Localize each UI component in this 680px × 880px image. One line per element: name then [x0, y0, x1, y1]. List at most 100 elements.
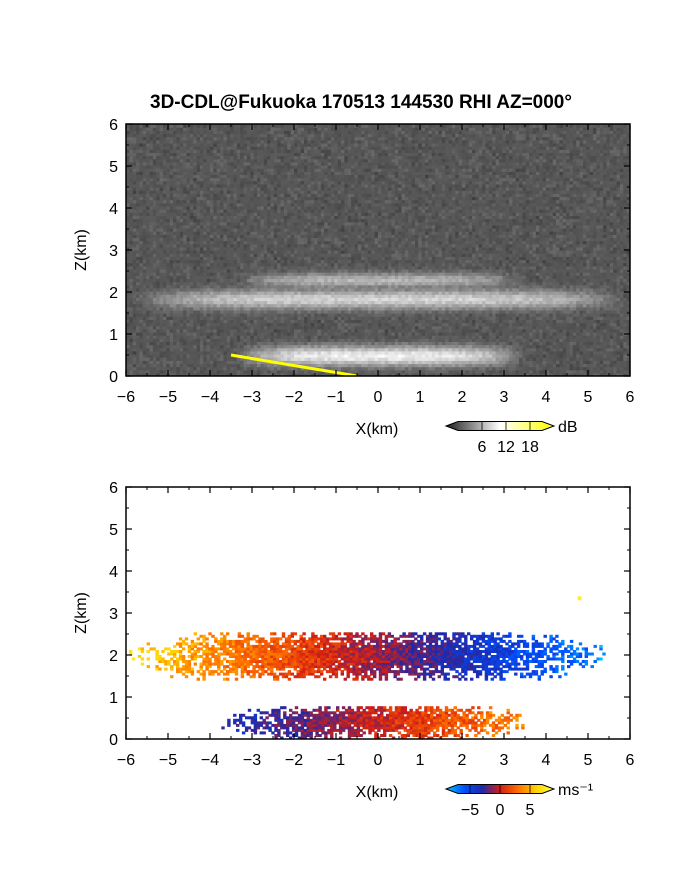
intensity-cell: [260, 284, 265, 289]
intensity-cell: [233, 240, 238, 245]
intensity-cell: [126, 152, 130, 157]
intensity-cell: [277, 196, 282, 201]
intensity-cell: [152, 158, 157, 163]
intensity-cell: [132, 322, 137, 327]
intensity-cell: [183, 338, 188, 342]
intensity-cell: [263, 155, 268, 160]
intensity-cell: [196, 187, 201, 191]
intensity-cell: [230, 306, 235, 311]
intensity-cell: [223, 287, 228, 292]
intensity-cell: [126, 328, 130, 333]
intensity-cell: [226, 180, 231, 185]
intensity-cell: [280, 243, 285, 248]
intensity-cell: [250, 344, 255, 349]
intensity-cell: [163, 363, 167, 368]
intensity-cell: [233, 199, 238, 204]
intensity-cell: [257, 177, 261, 182]
intensity-cell: [189, 133, 194, 138]
intensity-cell: [149, 338, 154, 342]
intensity-cell: [132, 130, 137, 135]
intensity-cell: [189, 363, 194, 368]
intensity-cell: [283, 357, 288, 361]
intensity-cell: [260, 300, 265, 305]
intensity-cell: [132, 243, 137, 248]
intensity-cell: [223, 146, 228, 150]
intensity-cell: [253, 350, 258, 355]
intensity-cell: [126, 224, 130, 229]
intensity-cell: [253, 158, 258, 163]
intensity-cell: [213, 243, 218, 248]
intensity-cell: [236, 209, 241, 213]
intensity-cell: [230, 278, 235, 283]
intensity-cell: [146, 256, 151, 261]
intensity-cell: [250, 190, 255, 194]
intensity-cell: [280, 350, 285, 355]
intensity-cell: [273, 149, 278, 153]
intensity-cell: [152, 124, 157, 128]
intensity-cell: [247, 372, 251, 376]
intensity-cell: [146, 183, 151, 188]
intensity-cell: [280, 202, 285, 207]
intensity-cell: [189, 193, 194, 198]
intensity-cell: [173, 174, 177, 179]
intensity-cell: [220, 152, 225, 157]
intensity-cell: [149, 325, 154, 330]
intensity-cell: [193, 357, 198, 361]
intensity-cell: [163, 187, 167, 191]
intensity-cell: [149, 199, 154, 204]
intensity-cell: [173, 303, 177, 308]
intensity-cell: [226, 149, 231, 153]
intensity-cell: [132, 272, 137, 276]
intensity-cell: [230, 240, 235, 245]
intensity-cell: [206, 278, 211, 283]
intensity-cell: [156, 325, 161, 330]
intensity-cell: [213, 287, 218, 292]
intensity-cell: [236, 300, 241, 305]
intensity-cell: [173, 171, 177, 175]
intensity-cell: [216, 212, 221, 216]
intensity-cell: [203, 275, 208, 279]
intensity-cell: [270, 369, 275, 374]
intensity-cell: [142, 325, 147, 330]
intensity-cell: [267, 284, 272, 289]
intensity-cell: [139, 237, 144, 242]
intensity-cell: [260, 262, 265, 267]
intensity-cell: [189, 259, 194, 264]
intensity-cell: [193, 338, 198, 342]
intensity-cell: [240, 199, 245, 204]
intensity-cell: [183, 328, 188, 333]
intensity-cell: [210, 275, 214, 279]
intensity-cell: [273, 227, 278, 232]
intensity-cell: [260, 215, 265, 220]
intensity-cell: [176, 309, 181, 314]
intensity-cell: [253, 341, 258, 346]
intensity-cell: [277, 168, 282, 172]
intensity-cell: [129, 237, 134, 242]
intensity-cell: [257, 322, 261, 327]
intensity-cell: [213, 366, 218, 371]
intensity-cell: [169, 212, 174, 216]
intensity-cell: [129, 259, 134, 264]
intensity-cell: [186, 221, 191, 226]
intensity-cell: [142, 168, 147, 172]
intensity-cell: [186, 275, 191, 279]
intensity-cell: [199, 246, 204, 251]
intensity-cell: [213, 246, 218, 251]
intensity-cell: [267, 322, 272, 327]
intensity-cell: [243, 291, 248, 295]
intensity-cell: [176, 259, 181, 264]
intensity-cell: [149, 180, 154, 185]
intensity-cell: [156, 291, 161, 295]
intensity-cell: [226, 209, 231, 213]
intensity-cell: [179, 190, 184, 194]
intensity-cell: [139, 253, 144, 257]
intensity-cell: [216, 234, 221, 238]
intensity-cell: [280, 155, 285, 160]
intensity-cell: [223, 366, 228, 371]
intensity-cell: [260, 234, 265, 238]
intensity-cell: [223, 353, 228, 358]
intensity-cell: [199, 177, 204, 182]
intensity-cell: [280, 174, 285, 179]
intensity-cell: [263, 265, 268, 270]
intensity-cell: [156, 215, 161, 220]
